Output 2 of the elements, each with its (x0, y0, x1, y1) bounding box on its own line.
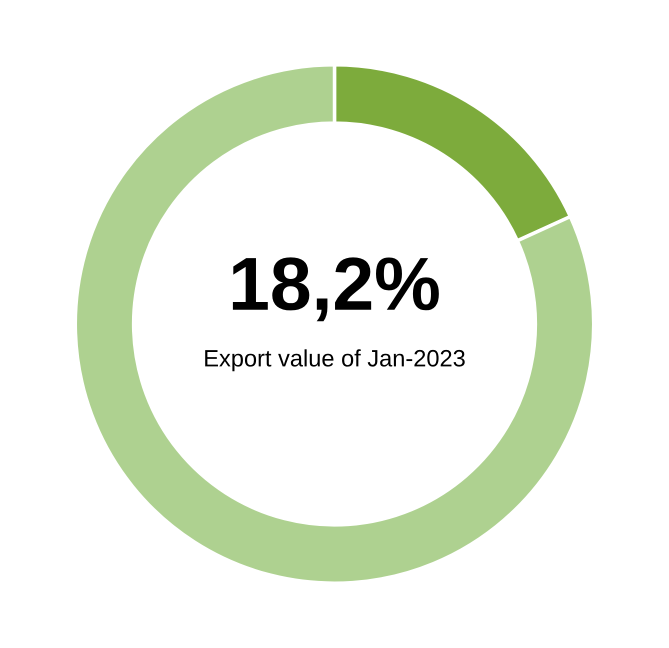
text: Export value of Jan-2023 (205, 349, 465, 372)
text: 18,2% (232, 257, 439, 322)
